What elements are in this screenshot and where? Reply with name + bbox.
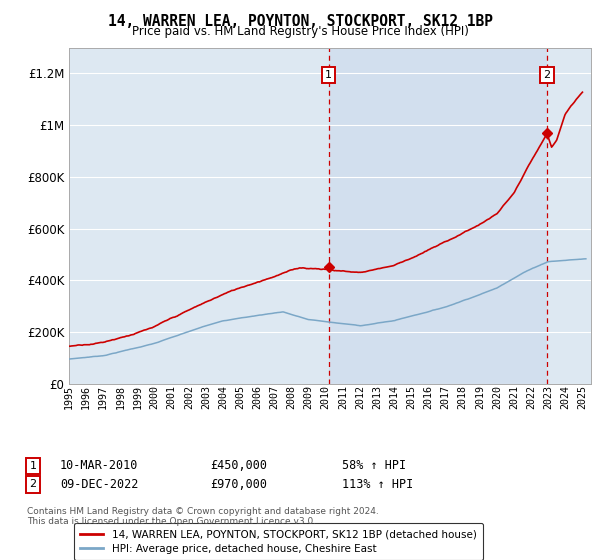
Text: 58% ↑ HPI: 58% ↑ HPI <box>342 459 406 473</box>
Text: Price paid vs. HM Land Registry's House Price Index (HPI): Price paid vs. HM Land Registry's House … <box>131 25 469 38</box>
Text: £450,000: £450,000 <box>210 459 267 473</box>
Text: 09-DEC-2022: 09-DEC-2022 <box>60 478 139 491</box>
Text: 10-MAR-2010: 10-MAR-2010 <box>60 459 139 473</box>
Text: 1: 1 <box>29 461 37 471</box>
Bar <box>329 48 547 384</box>
Legend: 14, WARREN LEA, POYNTON, STOCKPORT, SK12 1BP (detached house), HPI: Average pric: 14, WARREN LEA, POYNTON, STOCKPORT, SK12… <box>74 523 483 560</box>
Text: 113% ↑ HPI: 113% ↑ HPI <box>342 478 413 491</box>
Text: 14, WARREN LEA, POYNTON, STOCKPORT, SK12 1BP: 14, WARREN LEA, POYNTON, STOCKPORT, SK12… <box>107 14 493 29</box>
Text: £970,000: £970,000 <box>210 478 267 491</box>
Text: 2: 2 <box>544 70 551 80</box>
Text: 1: 1 <box>325 70 332 80</box>
Text: Contains HM Land Registry data © Crown copyright and database right 2024.
This d: Contains HM Land Registry data © Crown c… <box>27 507 379 526</box>
Text: 2: 2 <box>29 479 37 489</box>
